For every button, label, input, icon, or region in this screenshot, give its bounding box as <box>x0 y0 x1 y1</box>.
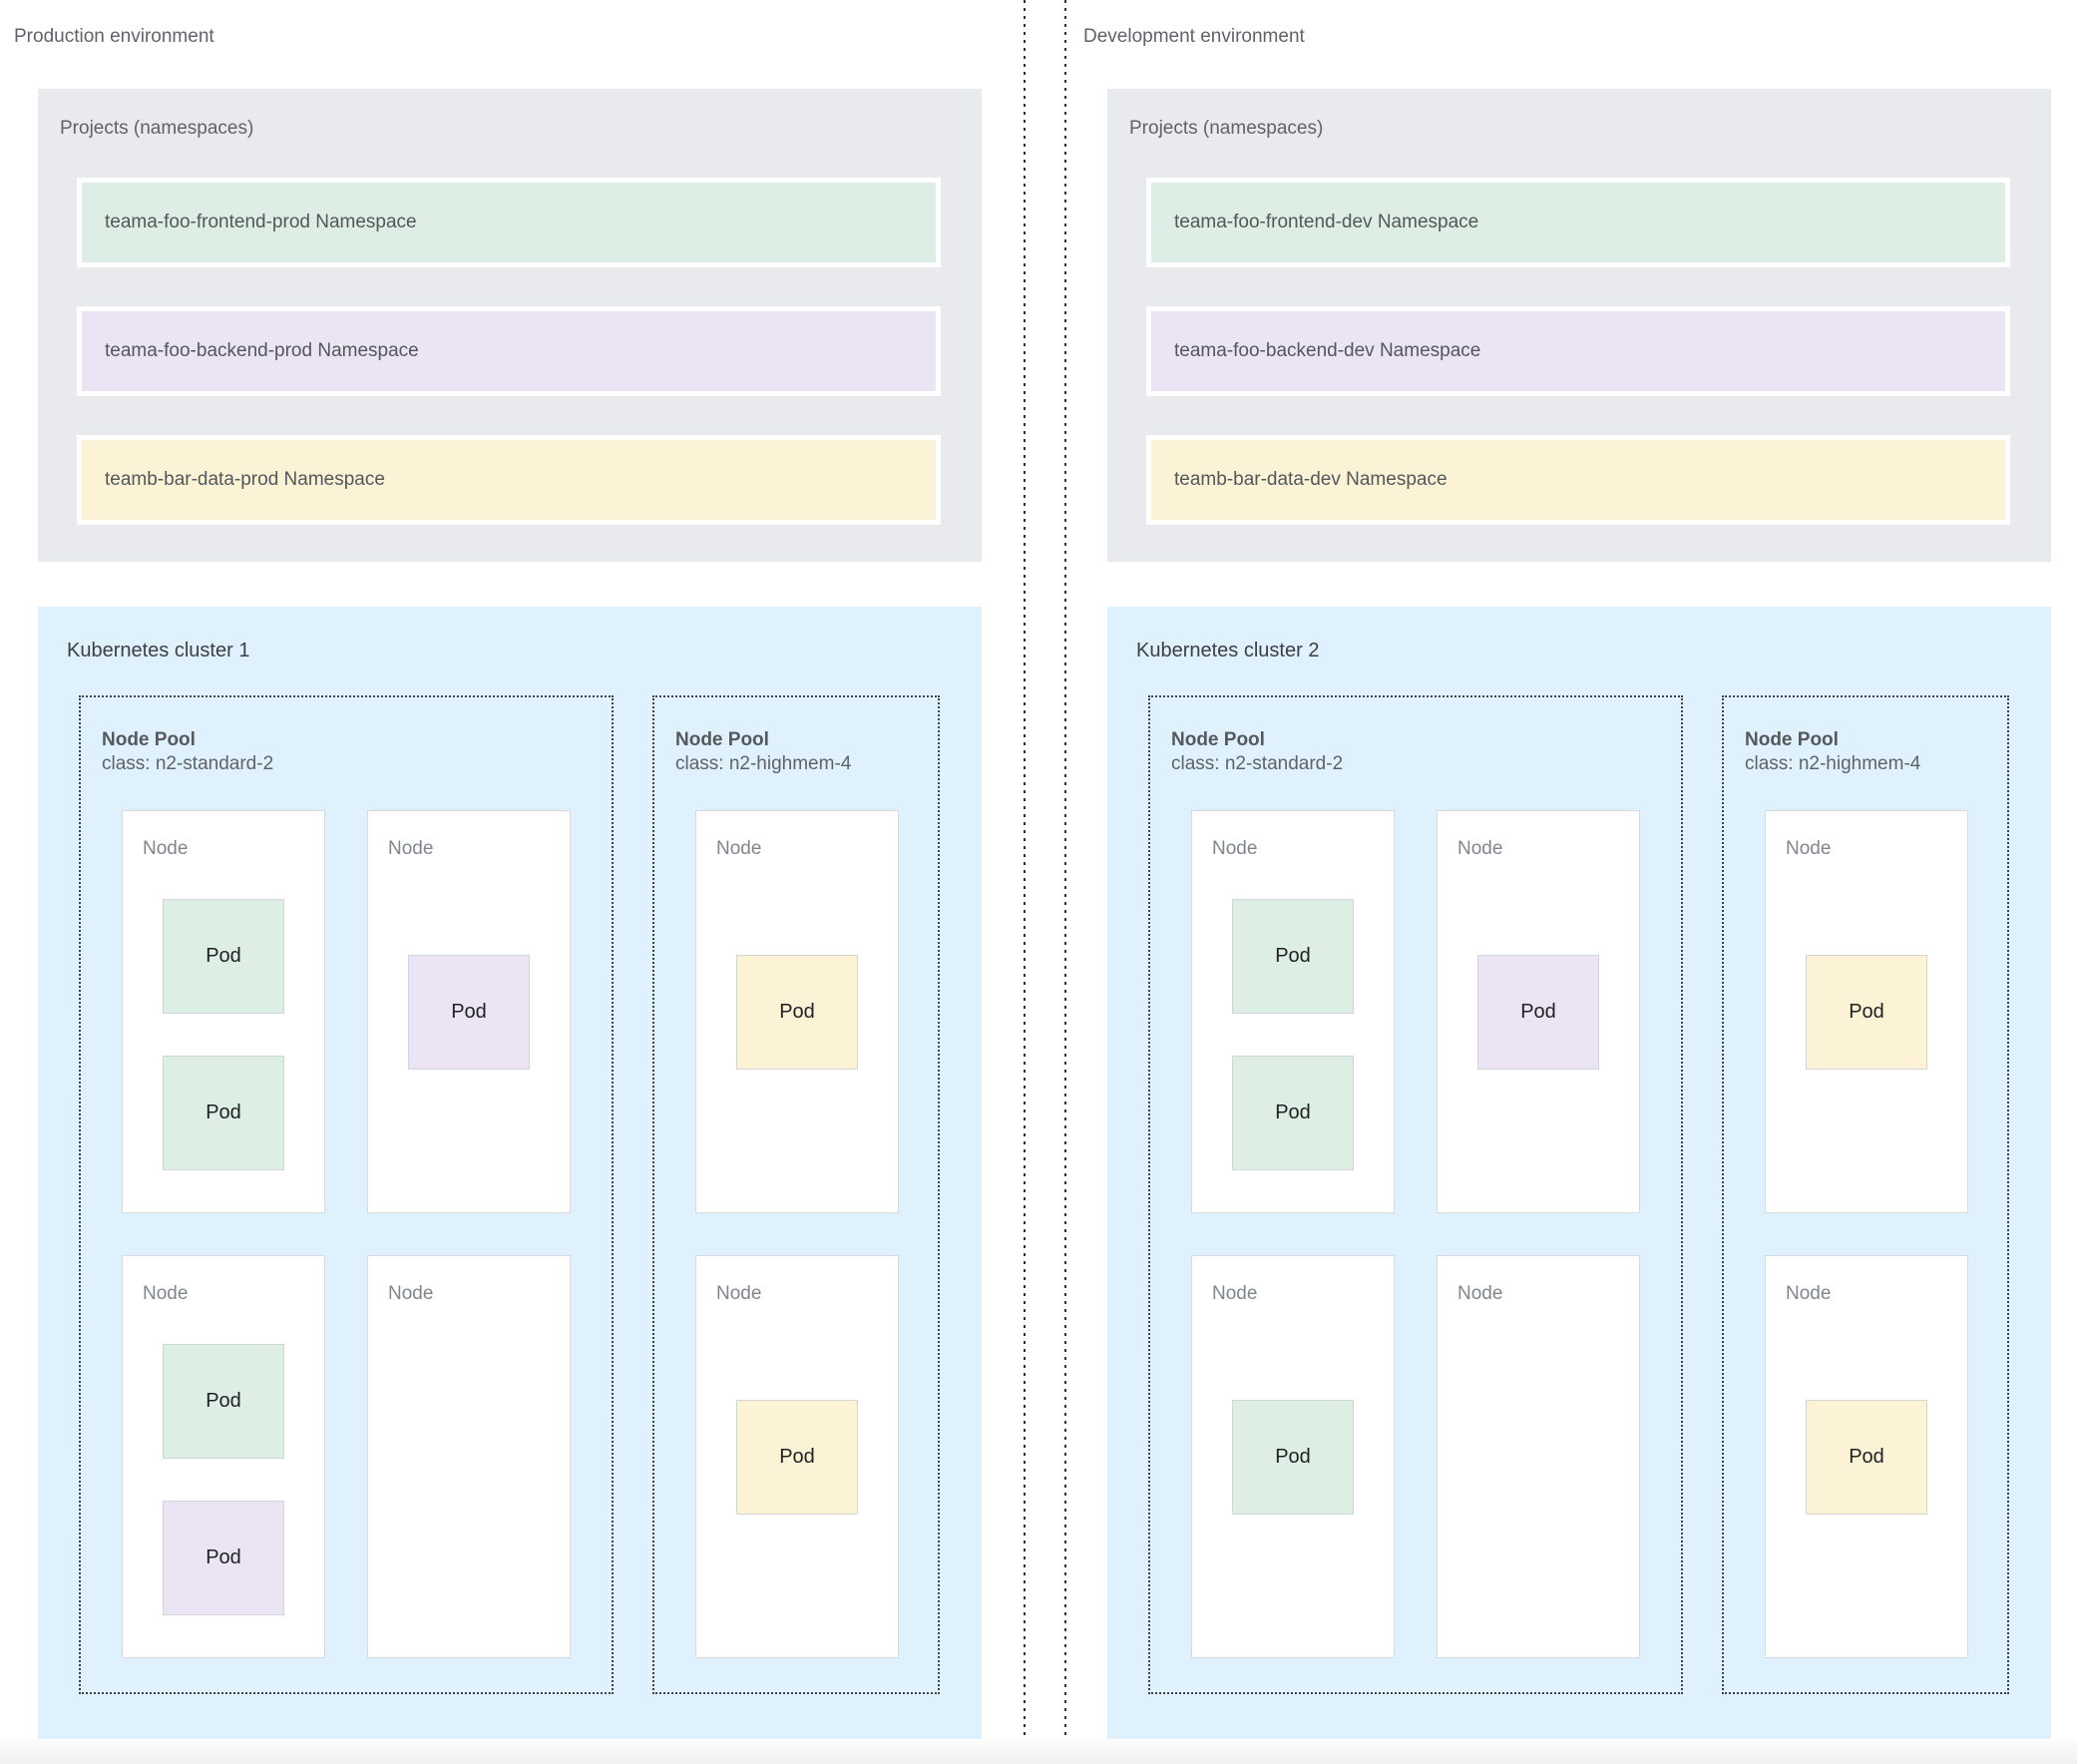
node-pool-title: Node Pool <box>1171 729 1265 750</box>
cluster-title: Kubernetes cluster 1 <box>67 640 250 662</box>
namespace-bar: teamb-bar-data-dev Namespace <box>1146 435 2010 525</box>
node-label: Node <box>1786 838 1832 859</box>
node-box: Node Pod <box>1437 810 1640 1213</box>
node-pool-header: Node Pool class: n2-highmem-4 <box>675 728 851 776</box>
pod-box: Pod <box>736 1400 858 1515</box>
namespace-bar-fill: teama-foo-frontend-dev Namespace <box>1151 183 2005 262</box>
node-box: Node <box>367 1255 571 1658</box>
node-pool-class: class: n2-highmem-4 <box>1745 753 1921 774</box>
pod-box: Pod <box>163 1344 284 1459</box>
environment-title: Production environment <box>14 26 214 47</box>
pod-box: Pod <box>736 955 858 1070</box>
projects-namespaces-box: Projects (namespaces) teama-foo-frontend… <box>1107 89 2051 562</box>
node-pool-highmem: Node Pool class: n2-highmem-4 Node Pod N… <box>1722 695 2009 1694</box>
kubernetes-cluster-box: Kubernetes cluster 2 Node Pool class: n2… <box>1107 607 2051 1739</box>
namespace-bar-fill: teama-foo-backend-prod Namespace <box>82 311 936 391</box>
projects-box-title: Projects (namespaces) <box>60 118 254 139</box>
node-label: Node <box>1212 1283 1258 1304</box>
pod-box: Pod <box>1806 1400 1927 1515</box>
node-label: Node <box>1212 838 1258 859</box>
node-pool-title: Node Pool <box>102 729 196 750</box>
namespace-bar: teama-foo-backend-prod Namespace <box>77 306 941 396</box>
node-box: Node Pod <box>1191 1255 1395 1658</box>
production-environment-column: Production environment Projects (namespa… <box>14 0 982 1764</box>
node-label: Node <box>716 838 762 859</box>
environment-divider-line-right <box>1064 0 1066 1764</box>
node-label: Node <box>1457 1283 1503 1304</box>
node-pool-header: Node Pool class: n2-standard-2 <box>1171 728 1343 776</box>
namespace-bar: teama-foo-frontend-prod Namespace <box>77 178 941 267</box>
namespace-bar: teamb-bar-data-prod Namespace <box>77 435 941 525</box>
namespace-bar-fill: teamb-bar-data-dev Namespace <box>1151 440 2005 520</box>
node-pool-class: class: n2-standard-2 <box>1171 753 1344 774</box>
node-box: Node Pod Pod <box>1191 810 1395 1213</box>
pod-box: Pod <box>1232 1400 1354 1515</box>
cluster-title: Kubernetes cluster 2 <box>1136 640 1320 662</box>
node-pool-class: class: n2-standard-2 <box>102 753 274 774</box>
namespace-bar: teama-foo-frontend-dev Namespace <box>1146 178 2010 267</box>
node-pool-standard: Node Pool class: n2-standard-2 Node Pod … <box>79 695 614 1694</box>
node-pool-standard: Node Pool class: n2-standard-2 Node Pod … <box>1148 695 1683 1694</box>
node-pool-title: Node Pool <box>1745 729 1839 750</box>
node-box: Node Pod <box>1765 1255 1968 1658</box>
namespace-bar-fill: teamb-bar-data-prod Namespace <box>82 440 936 520</box>
bottom-gradient-strip <box>0 1739 2077 1764</box>
namespace-bar-fill: teama-foo-frontend-prod Namespace <box>82 183 936 262</box>
projects-namespaces-box: Projects (namespaces) teama-foo-frontend… <box>38 89 982 562</box>
node-pool-highmem: Node Pool class: n2-highmem-4 Node Pod N… <box>652 695 940 1694</box>
node-label: Node <box>388 838 434 859</box>
projects-box-title: Projects (namespaces) <box>1129 118 1324 139</box>
namespace-bar: teama-foo-backend-dev Namespace <box>1146 306 2010 396</box>
kubernetes-cluster-box: Kubernetes cluster 1 Node Pool class: n2… <box>38 607 982 1739</box>
node-label: Node <box>143 838 189 859</box>
pod-box: Pod <box>1806 955 1927 1070</box>
development-environment-column: Development environment Projects (namesp… <box>1083 0 2051 1764</box>
pod-box: Pod <box>408 955 530 1070</box>
pod-box: Pod <box>1232 899 1354 1014</box>
node-box: Node Pod <box>695 1255 899 1658</box>
node-box: Node Pod Pod <box>122 1255 325 1658</box>
node-label: Node <box>1786 1283 1832 1304</box>
node-label: Node <box>716 1283 762 1304</box>
pod-box: Pod <box>163 899 284 1014</box>
pod-box: Pod <box>163 1056 284 1170</box>
node-box: Node <box>1437 1255 1640 1658</box>
pod-box: Pod <box>163 1501 284 1615</box>
node-label: Node <box>388 1283 434 1304</box>
node-label: Node <box>143 1283 189 1304</box>
node-box: Node Pod Pod <box>122 810 325 1213</box>
pod-box: Pod <box>1232 1056 1354 1170</box>
node-pool-header: Node Pool class: n2-standard-2 <box>102 728 273 776</box>
namespace-bar-fill: teama-foo-backend-dev Namespace <box>1151 311 2005 391</box>
environment-title: Development environment <box>1083 26 1305 47</box>
environment-divider-line-left <box>1024 0 1026 1764</box>
node-pool-header: Node Pool class: n2-highmem-4 <box>1745 728 1920 776</box>
node-box: Node Pod <box>367 810 571 1213</box>
node-box: Node Pod <box>695 810 899 1213</box>
node-pool-title: Node Pool <box>675 729 769 750</box>
node-box: Node Pod <box>1765 810 1968 1213</box>
pod-box: Pod <box>1477 955 1599 1070</box>
node-pool-class: class: n2-highmem-4 <box>675 753 852 774</box>
node-label: Node <box>1457 838 1503 859</box>
